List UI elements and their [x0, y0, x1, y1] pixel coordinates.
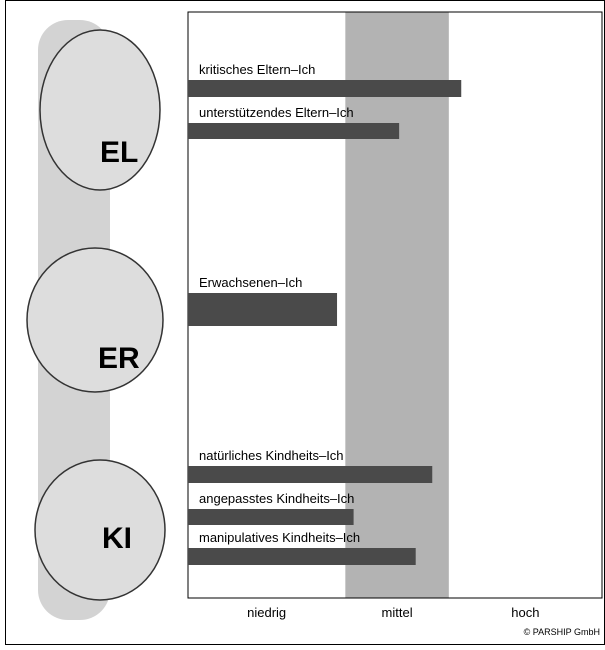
illustration: [26, 20, 166, 620]
bar: [188, 466, 433, 483]
figure-label: ER: [98, 342, 140, 375]
bar-label: kritisches Eltern–Ich: [199, 62, 315, 77]
bar-label: manipulatives Kindheits–Ich: [199, 530, 360, 545]
figure-label: KI: [102, 522, 132, 555]
credit: © PARSHIP GmbH: [524, 627, 600, 637]
zone-label: hoch: [511, 605, 539, 620]
bar: [188, 123, 400, 139]
bar-label: Erwachsenen–Ich: [199, 275, 302, 290]
bar-label: unterstützendes Eltern–Ich: [199, 105, 354, 120]
bar-label: natürliches Kindheits–Ich: [199, 448, 344, 463]
bar: [188, 509, 354, 525]
bar: [188, 293, 338, 326]
zone-band: [345, 12, 449, 598]
bar-label: angepasstes Kindheits–Ich: [199, 491, 354, 506]
figure-label: EL: [100, 136, 138, 169]
bar: [188, 548, 416, 565]
zone-label: niedrig: [247, 605, 286, 620]
zone-label: mittel: [382, 605, 413, 620]
bar: [188, 80, 462, 97]
